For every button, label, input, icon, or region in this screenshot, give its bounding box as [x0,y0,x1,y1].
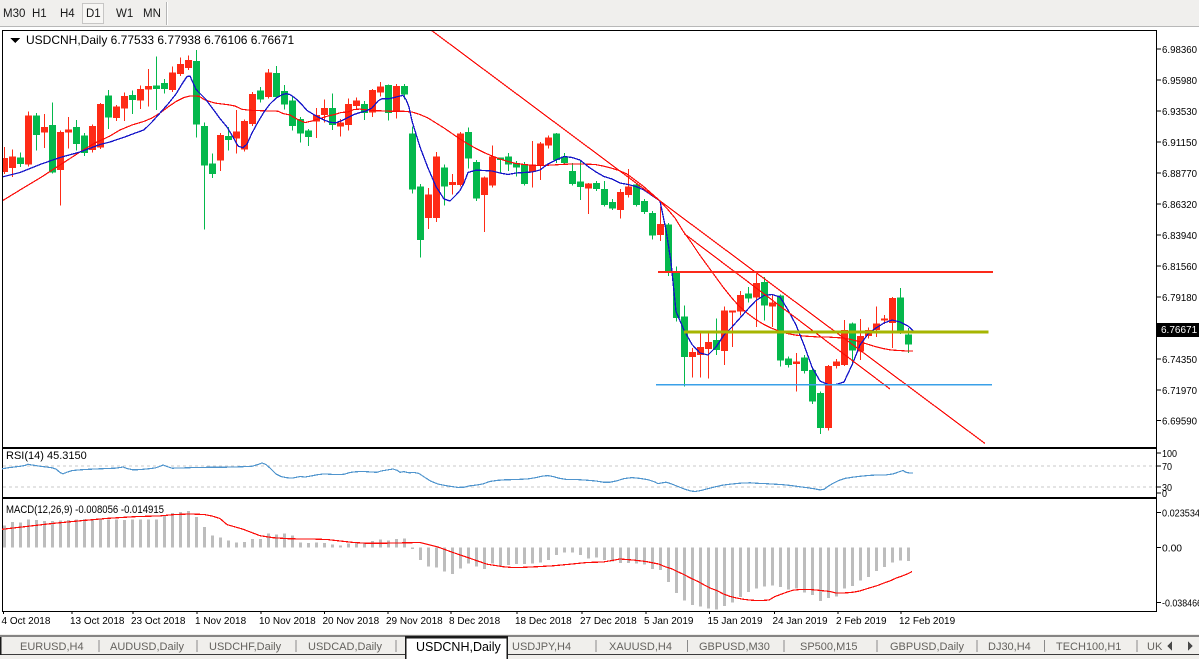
svg-text:6.74350: 6.74350 [1162,355,1197,366]
svg-text:2 Feb 2019: 2 Feb 2019 [836,616,887,627]
svg-text:USDCNH,Daily: USDCNH,Daily [416,640,501,654]
svg-text:70: 70 [1162,462,1172,473]
svg-text:1 Nov 2018: 1 Nov 2018 [195,616,247,627]
svg-text:USDCNH,Daily 6.77533 6.77938: USDCNH,Daily 6.77533 6.77938 6.76106 6.7… [26,33,295,47]
svg-text:TECH100,H1: TECH100,H1 [1056,641,1121,653]
svg-text:6.69590: 6.69590 [1162,417,1197,428]
svg-text:6.88770: 6.88770 [1162,169,1197,180]
svg-text:USDCHF,Daily: USDCHF,Daily [209,641,282,653]
svg-text:6.93530: 6.93530 [1162,107,1197,118]
svg-text:6.81560: 6.81560 [1162,262,1197,273]
svg-text:27 Dec 2018: 27 Dec 2018 [580,616,637,627]
svg-text:MN: MN [143,8,161,20]
svg-text:30: 30 [1162,483,1172,494]
svg-text:12 Feb 2019: 12 Feb 2019 [899,616,956,627]
svg-text:AUDUSD,Daily: AUDUSD,Daily [110,641,184,653]
svg-text:0: 0 [1162,489,1167,500]
svg-text:0.023534: 0.023534 [1162,509,1199,520]
svg-text:USDJPY,H4: USDJPY,H4 [512,641,571,653]
svg-text:6.91150: 6.91150 [1162,138,1197,149]
svg-text:GBPUSD,Daily: GBPUSD,Daily [890,641,964,653]
svg-text:USDCAD,Daily: USDCAD,Daily [308,641,382,653]
svg-text:6.98360: 6.98360 [1162,45,1197,56]
svg-text:-0.038466: -0.038466 [1162,599,1199,610]
svg-text:15 Jan 2019: 15 Jan 2019 [708,616,763,627]
svg-text:MACD(12,26,9) -0.008056 -0.014: MACD(12,26,9) -0.008056 -0.014915 [6,504,164,516]
svg-text:13 Oct 2018: 13 Oct 2018 [70,616,125,627]
svg-text:6.71970: 6.71970 [1162,386,1197,397]
svg-text:XAUUSD,H4: XAUUSD,H4 [609,641,672,653]
svg-text:10 Nov 2018: 10 Nov 2018 [259,616,316,627]
svg-text:H4: H4 [60,8,75,20]
svg-text:6.76671: 6.76671 [1161,325,1198,336]
svg-text:6.83940: 6.83940 [1162,231,1197,242]
svg-text:SP500,M15: SP500,M15 [800,641,857,653]
svg-text:W1: W1 [116,8,133,20]
svg-text:23 Oct 2018: 23 Oct 2018 [131,616,186,627]
svg-text:UK: UK [1147,641,1163,653]
svg-text:18 Dec 2018: 18 Dec 2018 [515,616,572,627]
svg-text:6.79180: 6.79180 [1162,293,1197,304]
svg-text:0.00: 0.00 [1162,544,1182,555]
svg-text:EURUSD,H4: EURUSD,H4 [20,641,84,653]
svg-text:6.95980: 6.95980 [1162,76,1197,87]
svg-text:24 Jan 2019: 24 Jan 2019 [773,616,828,627]
svg-text:4 Oct 2018: 4 Oct 2018 [2,616,51,627]
svg-text:5 Jan 2019: 5 Jan 2019 [644,616,694,627]
svg-text:GBPUSD,M30: GBPUSD,M30 [699,641,770,653]
svg-text:H1: H1 [32,8,47,20]
svg-text:M30: M30 [3,8,25,20]
svg-text:29 Nov 2018: 29 Nov 2018 [386,616,443,627]
svg-text:100: 100 [1162,449,1177,460]
svg-text:20 Nov 2018: 20 Nov 2018 [323,616,380,627]
svg-text:DJ30,H4: DJ30,H4 [988,641,1031,653]
svg-text:D1: D1 [86,8,101,20]
svg-text:8 Dec 2018: 8 Dec 2018 [449,616,501,627]
svg-text:RSI(14) 45.3150: RSI(14) 45.3150 [6,450,87,462]
svg-text:6.86320: 6.86320 [1162,200,1197,211]
